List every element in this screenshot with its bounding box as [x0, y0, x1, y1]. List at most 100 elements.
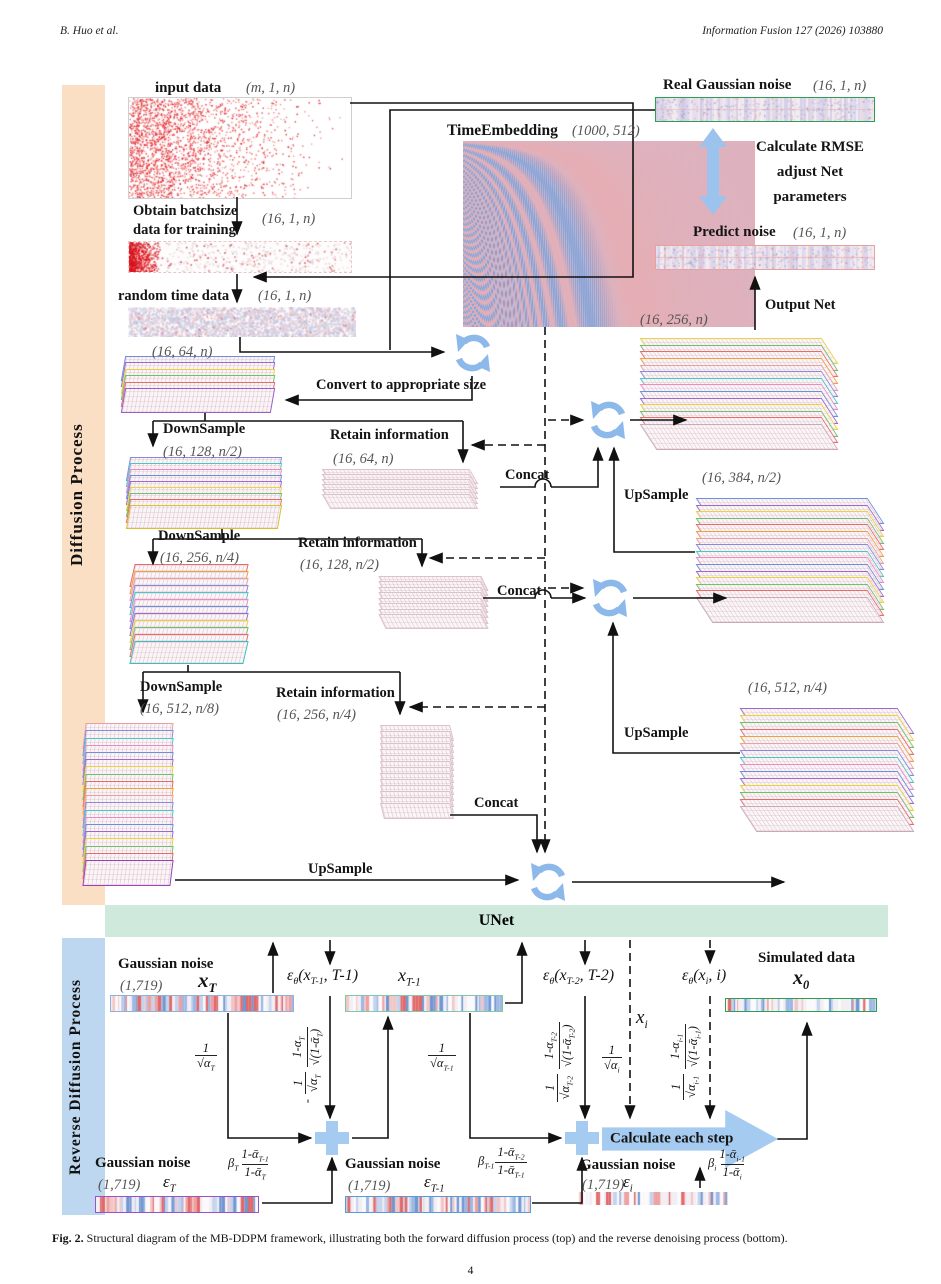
- page-header-author: B. Huo et al.: [60, 25, 119, 37]
- shape-16-64-n: (16, 64, n): [152, 344, 213, 360]
- rmse-line2: adjust Net: [776, 164, 844, 180]
- plus-icon-2: [565, 1121, 599, 1155]
- recycle-icon-3: [593, 579, 627, 617]
- page-header-journal: Information Fusion 127 (2026) 103880: [702, 25, 883, 37]
- shape-1719-1: (1,719): [120, 978, 163, 994]
- eps-i-noise-strip: [578, 1192, 728, 1205]
- rmse-line1: Calculate RMSE: [756, 139, 864, 155]
- retain1-shape: (16, 64, n): [333, 451, 394, 467]
- obtain-batchsize-line1: Obtain batchsize: [133, 203, 238, 219]
- timeembedding-image: [463, 141, 755, 327]
- eps-T-1-noise-strip: [345, 1196, 531, 1213]
- shape-1719-4: (1,719): [582, 1177, 625, 1193]
- eps-i-label: εi: [623, 1172, 633, 1195]
- coef-1-sqrt-alpha-T1: 1 √αT-1: [428, 1041, 456, 1073]
- downsample1-label: DownSample: [163, 421, 246, 437]
- retain2-shape: (16, 128, n/2): [300, 557, 379, 573]
- timeembedding-shape: (1000, 512): [572, 123, 640, 139]
- figure-caption: Fig. 2. Structural diagram of the MB-DDP…: [52, 1231, 900, 1246]
- output-net-label: Output Net: [765, 297, 836, 313]
- upsample3-label: UpSample: [308, 861, 373, 877]
- concat1-label: Concat: [505, 467, 550, 483]
- predict-noise-shape: (16, 1, n): [793, 225, 847, 241]
- beta-T-1-formula: βT-1 1-ᾱT-2 1-ᾱT-1: [478, 1145, 527, 1180]
- beta-i-formula: βi 1-ᾱi-1 1-ᾱi: [708, 1147, 745, 1182]
- eps-theta-T2-label: εθ(xT-2, T-2): [543, 967, 615, 988]
- timeembedding-label: TimeEmbedding: [447, 122, 558, 139]
- x-0-label: x0: [793, 967, 810, 992]
- concat3-label: Concat: [474, 795, 519, 811]
- upsample2-label: UpSample: [624, 725, 689, 741]
- coef-1-sqrt-alpha-i: 1 √αi: [602, 1043, 622, 1075]
- predict-noise-label: Predict noise: [693, 224, 776, 240]
- eps-theta-i-label: εθ(xi, i): [682, 967, 727, 988]
- gaussian-noise-label-4: Gaussian noise: [580, 1157, 676, 1173]
- input-data-label: input data: [155, 80, 222, 96]
- shape-16-512-n4: (16, 512, n/4): [748, 680, 827, 696]
- downsample2-shape: (16, 256, n/4): [160, 550, 239, 566]
- real-gaussian-noise-label: Real Gaussian noise: [663, 77, 792, 93]
- figure-caption-number: Fig. 2.: [52, 1231, 84, 1245]
- recycle-icon-1: [456, 334, 490, 372]
- concat2-label: Concat: [497, 583, 542, 599]
- random-time-data-strip: [128, 307, 356, 337]
- shape-16-256-n: (16, 256, n): [640, 312, 708, 328]
- predict-noise-strip: [655, 245, 875, 270]
- eps-T-noise-strip: [95, 1196, 259, 1213]
- reverse-process-band: [62, 938, 105, 1215]
- recycle-icon-4: [531, 863, 565, 901]
- rmse-line3: parameters: [773, 189, 847, 205]
- gaussian-noise-label-2: Gaussian noise: [95, 1155, 191, 1171]
- downsample3-label: DownSample: [140, 679, 223, 695]
- retain3-label: Retain information: [276, 685, 395, 701]
- shape-1719-3: (1,719): [348, 1178, 391, 1194]
- diffusion-process-label: Diffusion Process: [67, 423, 86, 567]
- real-gaussian-noise-shape: (16, 1, n): [813, 78, 867, 94]
- eps-T-1-label: εT-1: [424, 1172, 445, 1195]
- random-time-shape: (16, 1, n): [258, 288, 312, 304]
- x-i-label: xi: [636, 1007, 648, 1031]
- beta-T-formula: βT 1-ᾱT-1 1-ᾱT: [228, 1147, 269, 1182]
- x-0-noise-strip: [725, 998, 877, 1012]
- unet-bar: UNet: [105, 905, 888, 937]
- batch-data-strip: [128, 241, 352, 273]
- obtain-batchsize-line2: data for training: [133, 222, 236, 238]
- x-T-noise-strip: [110, 995, 294, 1012]
- shape-1719-2: (1,719): [98, 1177, 141, 1193]
- upsample1-label: UpSample: [624, 487, 689, 503]
- rot-coef-T: - 1 √αT 1-αT √(1-ᾱT): [289, 1026, 326, 1104]
- input-data-image: [128, 97, 352, 199]
- page-number: 4: [467, 1265, 474, 1277]
- retain3-shape: (16, 256, n/4): [277, 707, 356, 723]
- convert-size-label: Convert to appropriate size: [316, 377, 487, 393]
- plus-icon-1: [315, 1121, 349, 1155]
- gaussian-noise-label-3: Gaussian noise: [345, 1156, 441, 1172]
- simulated-data-label: Simulated data: [758, 950, 856, 966]
- shape-16-384-n2: (16, 384, n/2): [702, 470, 781, 486]
- recycle-icon-2: [591, 401, 625, 439]
- x-T-label: xT: [198, 968, 217, 996]
- x-T-1-noise-strip: [345, 995, 503, 1012]
- retain1-label: Retain information: [330, 427, 449, 443]
- rot-coef-i1: 1 √αi-1 1-αi-1 √(1-ᾱi-1): [667, 1024, 704, 1100]
- gaussian-noise-label-1: Gaussian noise: [118, 956, 214, 972]
- retain2-label: Retain information: [298, 535, 417, 551]
- random-time-data-label: random time data: [118, 288, 230, 304]
- coef-1-sqrt-alpha-T: 1 √αT: [195, 1041, 217, 1073]
- downsample1-shape: (16, 128, n/2): [163, 444, 242, 460]
- downsample2-label: DownSample: [158, 528, 241, 544]
- figure-caption-text: Structural diagram of the MB-DDPM framew…: [86, 1231, 788, 1245]
- eps-theta-T1-label: εθ(xT-1, T-1): [287, 967, 359, 988]
- x-T-1-label: xT-1: [398, 965, 421, 989]
- obtain-shape: (16, 1, n): [262, 211, 316, 227]
- real-gaussian-noise-strip: [655, 97, 875, 122]
- calculate-each-step-label: Calculate each step: [610, 1130, 734, 1147]
- reverse-process-label: Reverse Diffusion Process: [67, 978, 84, 1175]
- rmse-double-arrow-icon: [699, 128, 727, 215]
- rot-coef-T2: 1 √αT-2 1-αT-2 √(1-ᾱT-2): [541, 1022, 578, 1102]
- downsample3-shape: (16, 512, n/8): [140, 701, 219, 717]
- input-data-shape: (m, 1, n): [246, 80, 296, 96]
- unet-label: UNet: [478, 912, 515, 929]
